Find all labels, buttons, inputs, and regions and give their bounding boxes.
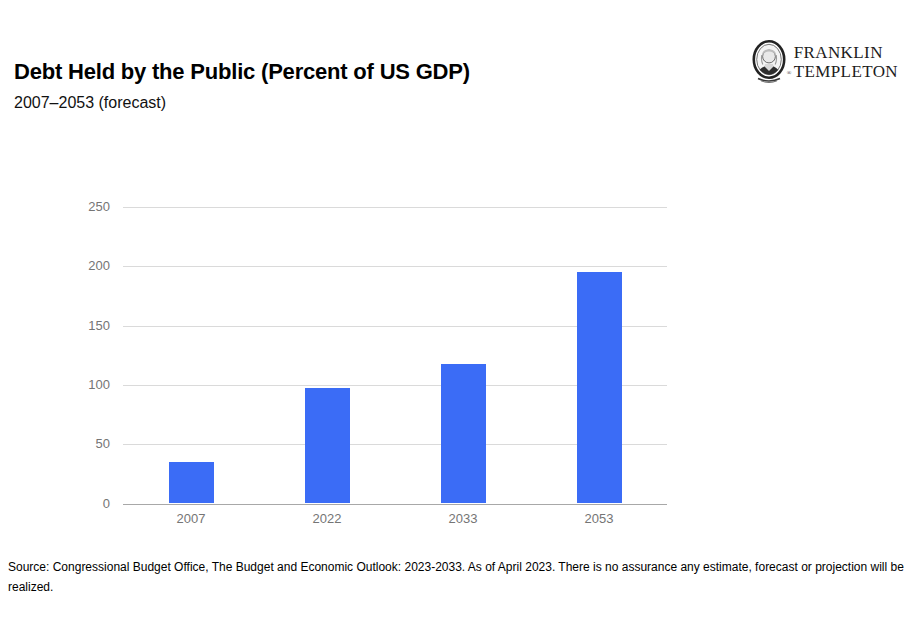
page-title: Debt Held by the Public (Percent of US G… <box>14 59 470 85</box>
y-tick-label: 250 <box>70 199 110 215</box>
logo-wordmark: FRANKLIN TEMPLETON <box>794 43 898 81</box>
x-tick-label: 2022 <box>259 511 395 526</box>
y-tick-label: 0 <box>70 496 110 512</box>
y-tick-label: 50 <box>70 436 110 452</box>
gridline <box>123 266 667 267</box>
gridline <box>123 207 667 208</box>
y-tick-label: 150 <box>70 318 110 334</box>
bar-chart: 0 50 100 150 200 250 2007202220332053 <box>70 200 710 535</box>
bar-2022 <box>305 388 350 503</box>
x-tick-label: 2007 <box>123 511 259 526</box>
bar-2007 <box>169 462 214 504</box>
franklin-templeton-logo: ® FRANKLIN TEMPLETON <box>749 40 898 84</box>
y-tick-label: 100 <box>70 377 110 393</box>
x-axis-baseline <box>123 504 667 505</box>
x-tick-label: 2053 <box>531 511 667 526</box>
page: Debt Held by the Public (Percent of US G… <box>0 0 914 641</box>
source-note: Source: Congressional Budget Office, The… <box>8 557 906 597</box>
registered-trademark-symbol: ® <box>787 70 792 76</box>
y-tick-label: 200 <box>70 258 110 274</box>
page-subtitle: 2007–2053 (forecast) <box>14 94 166 112</box>
logo-line-1: FRANKLIN <box>794 43 898 62</box>
franklin-portrait-icon <box>749 40 789 84</box>
x-tick-label: 2033 <box>395 511 531 526</box>
logo-line-2: TEMPLETON <box>794 62 898 81</box>
bar-2053 <box>577 272 622 503</box>
bar-2033 <box>441 364 486 504</box>
